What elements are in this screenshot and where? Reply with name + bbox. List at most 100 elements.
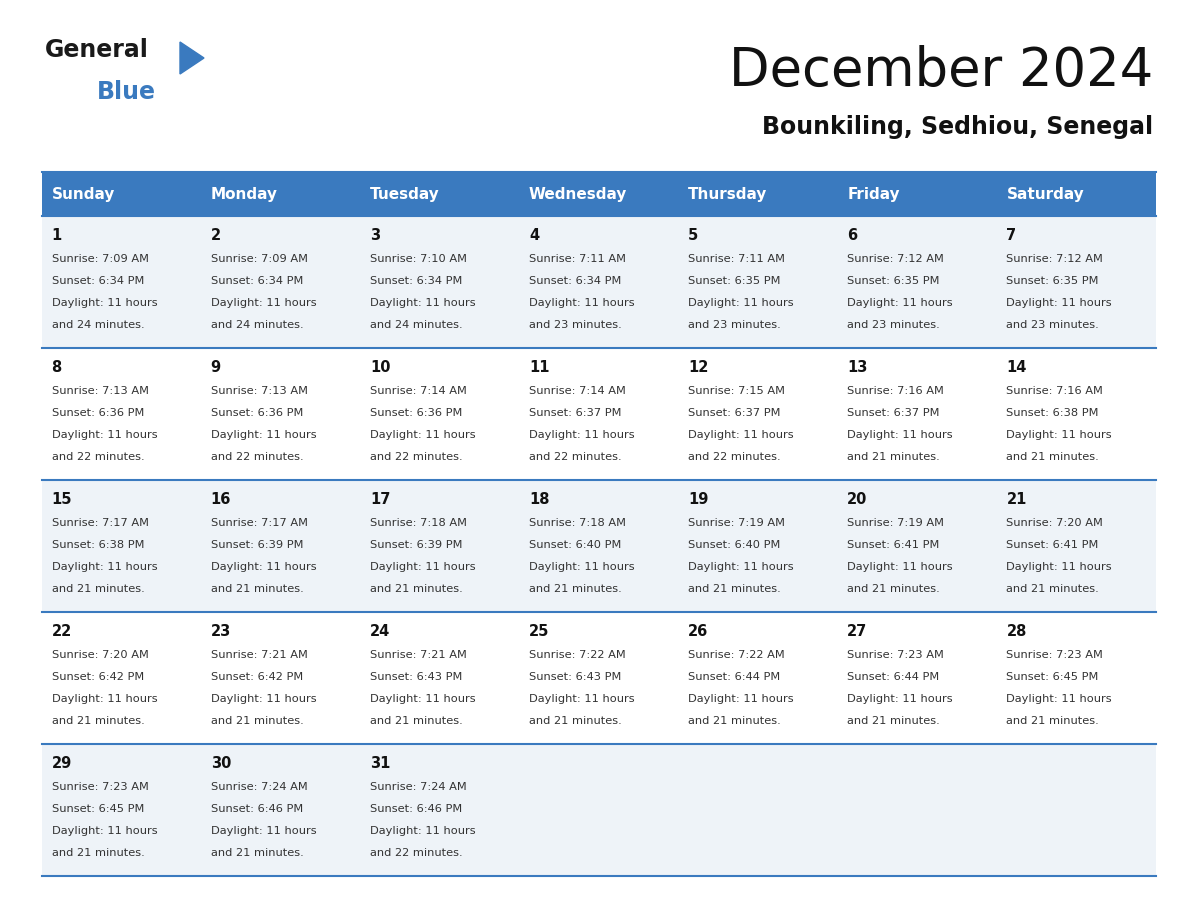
Text: Bounkiling, Sedhiou, Senegal: Bounkiling, Sedhiou, Senegal: [762, 115, 1154, 139]
Text: and 22 minutes.: and 22 minutes.: [688, 452, 781, 462]
Text: 5: 5: [688, 228, 699, 243]
Text: and 21 minutes.: and 21 minutes.: [210, 848, 303, 858]
Text: 24: 24: [369, 624, 390, 639]
Text: and 22 minutes.: and 22 minutes.: [210, 452, 303, 462]
Text: and 21 minutes.: and 21 minutes.: [529, 716, 621, 726]
Text: Daylight: 11 hours: Daylight: 11 hours: [1006, 430, 1112, 440]
Text: and 21 minutes.: and 21 minutes.: [1006, 452, 1099, 462]
Text: and 22 minutes.: and 22 minutes.: [51, 452, 144, 462]
Text: Daylight: 11 hours: Daylight: 11 hours: [210, 694, 316, 704]
Text: Daylight: 11 hours: Daylight: 11 hours: [688, 694, 794, 704]
Text: 21: 21: [1006, 492, 1026, 507]
Text: and 21 minutes.: and 21 minutes.: [369, 716, 462, 726]
Text: 2: 2: [210, 228, 221, 243]
Text: Sunset: 6:44 PM: Sunset: 6:44 PM: [847, 672, 940, 682]
Text: Sunset: 6:34 PM: Sunset: 6:34 PM: [529, 276, 621, 286]
Polygon shape: [181, 42, 204, 74]
Text: 26: 26: [688, 624, 708, 639]
Text: Sunset: 6:36 PM: Sunset: 6:36 PM: [51, 408, 144, 418]
Text: Daylight: 11 hours: Daylight: 11 hours: [688, 298, 794, 308]
Text: and 22 minutes.: and 22 minutes.: [529, 452, 621, 462]
Text: Sunset: 6:35 PM: Sunset: 6:35 PM: [688, 276, 781, 286]
Text: Sunset: 6:34 PM: Sunset: 6:34 PM: [369, 276, 462, 286]
Text: Sunrise: 7:14 AM: Sunrise: 7:14 AM: [369, 386, 467, 396]
Text: Sunrise: 7:12 AM: Sunrise: 7:12 AM: [1006, 254, 1104, 264]
Text: and 21 minutes.: and 21 minutes.: [210, 716, 303, 726]
Text: Sunset: 6:34 PM: Sunset: 6:34 PM: [210, 276, 303, 286]
Text: Blue: Blue: [97, 80, 156, 104]
Bar: [42, 744, 1156, 876]
Text: Sunday: Sunday: [51, 186, 115, 201]
Text: Sunset: 6:41 PM: Sunset: 6:41 PM: [847, 540, 940, 550]
Text: Daylight: 11 hours: Daylight: 11 hours: [369, 298, 475, 308]
Text: and 23 minutes.: and 23 minutes.: [688, 320, 781, 330]
Text: Daylight: 11 hours: Daylight: 11 hours: [529, 562, 634, 572]
Text: Sunset: 6:42 PM: Sunset: 6:42 PM: [210, 672, 303, 682]
Text: 22: 22: [51, 624, 71, 639]
Text: Sunset: 6:38 PM: Sunset: 6:38 PM: [51, 540, 144, 550]
Text: 12: 12: [688, 360, 708, 375]
Text: Sunrise: 7:12 AM: Sunrise: 7:12 AM: [847, 254, 944, 264]
Text: 11: 11: [529, 360, 550, 375]
Text: Sunset: 6:40 PM: Sunset: 6:40 PM: [529, 540, 621, 550]
Text: Daylight: 11 hours: Daylight: 11 hours: [51, 826, 157, 836]
Text: 30: 30: [210, 756, 232, 771]
Text: Sunset: 6:39 PM: Sunset: 6:39 PM: [210, 540, 303, 550]
Text: and 21 minutes.: and 21 minutes.: [688, 716, 781, 726]
Text: and 21 minutes.: and 21 minutes.: [1006, 716, 1099, 726]
Text: Sunrise: 7:24 AM: Sunrise: 7:24 AM: [369, 782, 467, 792]
Text: 25: 25: [529, 624, 549, 639]
Text: 7: 7: [1006, 228, 1017, 243]
Text: Sunrise: 7:17 AM: Sunrise: 7:17 AM: [210, 518, 308, 528]
Text: 20: 20: [847, 492, 867, 507]
Text: and 21 minutes.: and 21 minutes.: [51, 848, 144, 858]
Text: Sunset: 6:35 PM: Sunset: 6:35 PM: [1006, 276, 1099, 286]
Text: Sunrise: 7:23 AM: Sunrise: 7:23 AM: [847, 650, 944, 660]
Text: Sunset: 6:35 PM: Sunset: 6:35 PM: [847, 276, 940, 286]
Text: Sunset: 6:38 PM: Sunset: 6:38 PM: [1006, 408, 1099, 418]
Text: 31: 31: [369, 756, 390, 771]
Text: 8: 8: [51, 360, 62, 375]
Text: Daylight: 11 hours: Daylight: 11 hours: [688, 562, 794, 572]
Text: Sunset: 6:37 PM: Sunset: 6:37 PM: [847, 408, 940, 418]
Text: Sunset: 6:34 PM: Sunset: 6:34 PM: [51, 276, 144, 286]
Text: Daylight: 11 hours: Daylight: 11 hours: [847, 430, 953, 440]
Text: Sunset: 6:46 PM: Sunset: 6:46 PM: [369, 804, 462, 814]
Text: Daylight: 11 hours: Daylight: 11 hours: [1006, 694, 1112, 704]
Text: Thursday: Thursday: [688, 186, 767, 201]
Text: 13: 13: [847, 360, 867, 375]
Text: and 22 minutes.: and 22 minutes.: [369, 848, 462, 858]
Text: and 21 minutes.: and 21 minutes.: [1006, 584, 1099, 594]
Text: Sunrise: 7:14 AM: Sunrise: 7:14 AM: [529, 386, 626, 396]
Text: 23: 23: [210, 624, 230, 639]
Text: Saturday: Saturday: [1006, 186, 1085, 201]
Text: and 21 minutes.: and 21 minutes.: [847, 716, 940, 726]
Text: Tuesday: Tuesday: [369, 186, 440, 201]
Text: Daylight: 11 hours: Daylight: 11 hours: [51, 298, 157, 308]
Text: and 24 minutes.: and 24 minutes.: [369, 320, 462, 330]
Text: Sunset: 6:39 PM: Sunset: 6:39 PM: [369, 540, 462, 550]
Text: General: General: [45, 38, 148, 62]
Text: Sunrise: 7:09 AM: Sunrise: 7:09 AM: [210, 254, 308, 264]
Text: 15: 15: [51, 492, 72, 507]
Text: Sunset: 6:37 PM: Sunset: 6:37 PM: [688, 408, 781, 418]
Text: Sunset: 6:46 PM: Sunset: 6:46 PM: [210, 804, 303, 814]
Text: Sunrise: 7:16 AM: Sunrise: 7:16 AM: [1006, 386, 1104, 396]
Text: 3: 3: [369, 228, 380, 243]
Text: and 24 minutes.: and 24 minutes.: [210, 320, 303, 330]
Text: Sunset: 6:44 PM: Sunset: 6:44 PM: [688, 672, 781, 682]
Text: Sunset: 6:42 PM: Sunset: 6:42 PM: [51, 672, 144, 682]
Bar: [42, 172, 1156, 216]
Text: Sunrise: 7:24 AM: Sunrise: 7:24 AM: [210, 782, 308, 792]
Text: Sunrise: 7:21 AM: Sunrise: 7:21 AM: [369, 650, 467, 660]
Text: Sunrise: 7:19 AM: Sunrise: 7:19 AM: [847, 518, 944, 528]
Text: Daylight: 11 hours: Daylight: 11 hours: [847, 562, 953, 572]
Text: Sunrise: 7:13 AM: Sunrise: 7:13 AM: [51, 386, 148, 396]
Text: Sunrise: 7:19 AM: Sunrise: 7:19 AM: [688, 518, 785, 528]
Text: Sunrise: 7:23 AM: Sunrise: 7:23 AM: [51, 782, 148, 792]
Text: Daylight: 11 hours: Daylight: 11 hours: [529, 694, 634, 704]
Text: Sunrise: 7:22 AM: Sunrise: 7:22 AM: [529, 650, 626, 660]
Text: Daylight: 11 hours: Daylight: 11 hours: [210, 826, 316, 836]
Text: Sunrise: 7:09 AM: Sunrise: 7:09 AM: [51, 254, 148, 264]
Text: 1: 1: [51, 228, 62, 243]
